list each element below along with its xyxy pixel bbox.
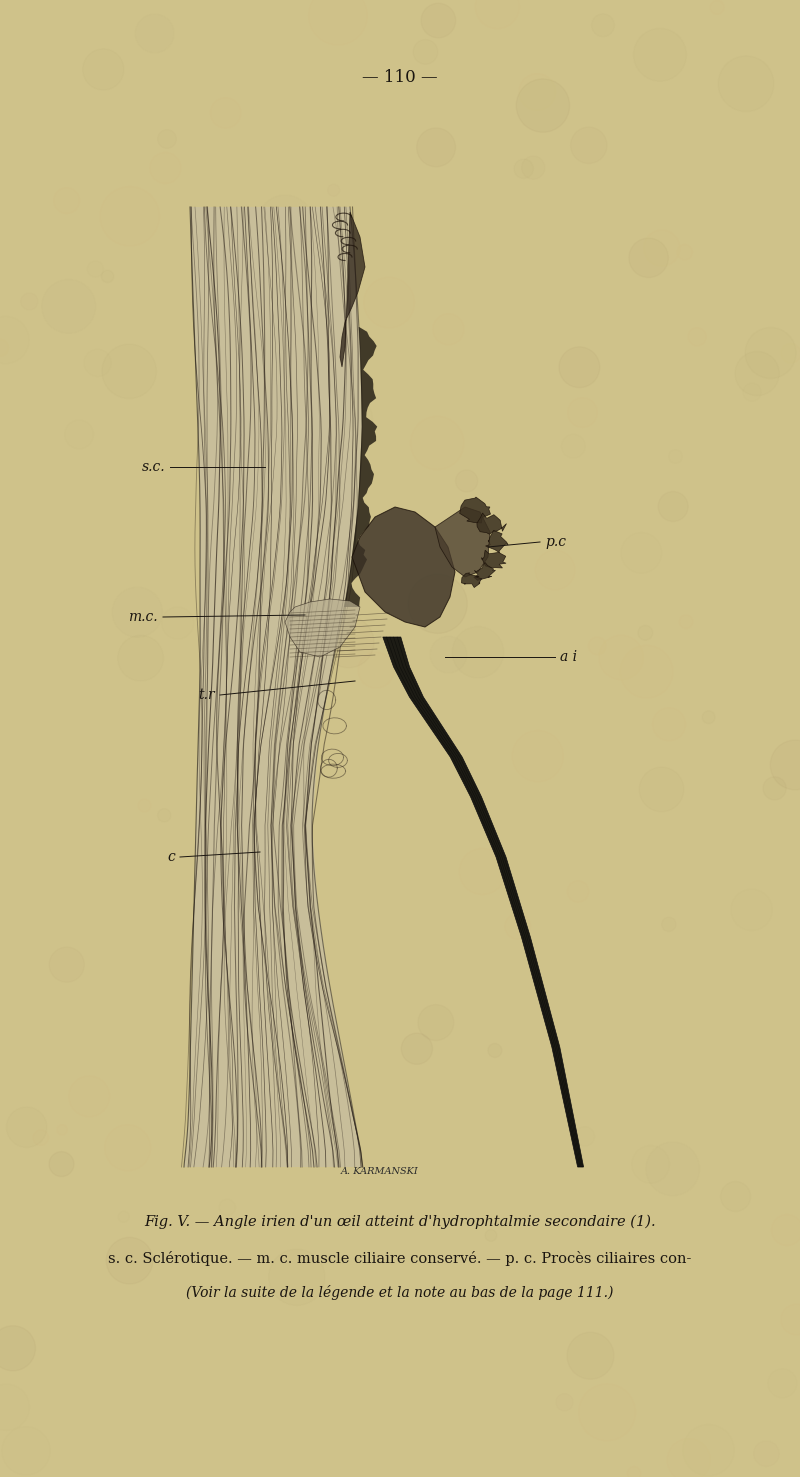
Polygon shape xyxy=(352,507,455,628)
Text: — 110 —: — 110 — xyxy=(362,68,438,86)
Polygon shape xyxy=(474,563,495,580)
Text: c: c xyxy=(167,849,175,864)
Polygon shape xyxy=(184,207,362,1167)
Text: a i: a i xyxy=(560,650,577,665)
Text: s. c. Sclérotique. — m. c. muscle ciliaire conservé. — p. c. Procès ciliaires co: s. c. Sclérotique. — m. c. muscle ciliai… xyxy=(108,1251,692,1266)
Polygon shape xyxy=(435,507,490,578)
Polygon shape xyxy=(462,573,482,588)
Polygon shape xyxy=(482,549,506,569)
Text: s.c.: s.c. xyxy=(142,459,165,474)
Text: p.c: p.c xyxy=(545,535,566,549)
Text: t.r: t.r xyxy=(198,688,215,702)
Polygon shape xyxy=(460,498,490,523)
Polygon shape xyxy=(486,530,508,552)
Polygon shape xyxy=(383,637,584,1167)
Polygon shape xyxy=(477,513,506,535)
Polygon shape xyxy=(344,326,378,607)
Text: Fig. V. — Angle irien d'un œil atteint d'hydrophtalmie secondaire (1).: Fig. V. — Angle irien d'un œil atteint d… xyxy=(144,1214,656,1229)
Text: (Voir la suite de la légende et la note au bas de la page 111.): (Voir la suite de la légende et la note … xyxy=(186,1285,614,1300)
Polygon shape xyxy=(340,213,365,366)
Text: m.c.: m.c. xyxy=(128,610,158,623)
Polygon shape xyxy=(285,600,360,657)
Text: A. KARMANSKI: A. KARMANSKI xyxy=(341,1167,419,1176)
